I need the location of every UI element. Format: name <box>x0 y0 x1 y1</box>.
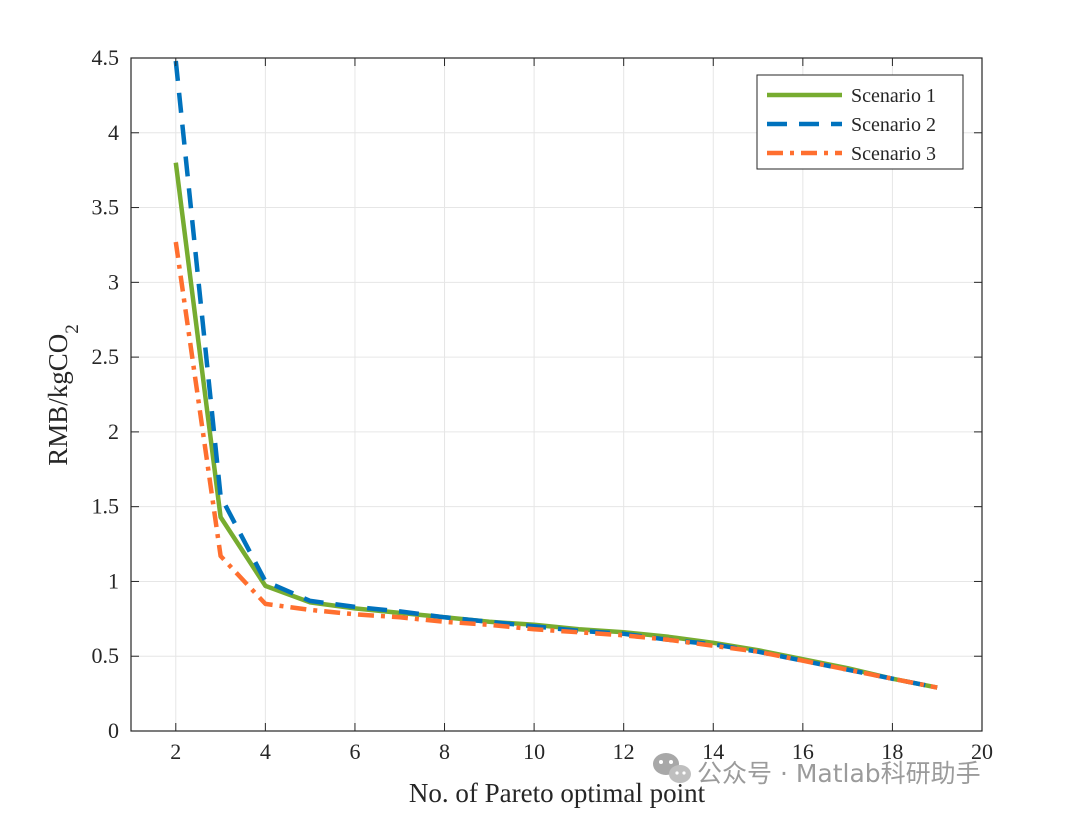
y-tick-label: 0.5 <box>92 643 120 668</box>
y-tick-label: 3 <box>108 269 119 294</box>
x-tick-label: 12 <box>613 739 635 764</box>
grid-lines <box>131 57 983 732</box>
y-tick-label: 4.5 <box>92 45 120 70</box>
x-tick-label: 14 <box>702 739 724 764</box>
y-tick-label: 3.5 <box>92 195 120 220</box>
x-tick-label: 2 <box>170 739 181 764</box>
y-tick-label: 4 <box>108 120 119 145</box>
x-tick-label: 6 <box>349 739 360 764</box>
x-tick-labels: 2 4 6 8 10 12 14 16 18 20 <box>170 739 993 764</box>
legend-items: Scenario 1 Scenario 2 Scenario 3 <box>767 85 936 165</box>
x-tick-label: 18 <box>881 739 903 764</box>
watermark-text: 公众号 · Matlab科研助手 <box>697 759 981 788</box>
y-axis-label-subscript: 2 <box>62 324 83 334</box>
x-tick-label: 8 <box>439 739 450 764</box>
y-tick-label: 0 <box>108 718 119 743</box>
x-tick-label: 20 <box>971 739 993 764</box>
legend-label-scenario-2: Scenario 2 <box>851 114 936 136</box>
x-axis-label: No. of Pareto optimal point <box>409 778 706 808</box>
plot-area <box>131 58 982 731</box>
series-line-scenario-3 <box>173 241 938 690</box>
axes-box <box>130 57 983 732</box>
y-tick-labels: 0 0.5 1 1.5 2 2.5 3 3.5 4 4.5 <box>92 45 120 743</box>
y-tick-label: 2.5 <box>92 344 120 369</box>
tick-marks <box>131 57 983 732</box>
y-tick-label: 1 <box>108 568 119 593</box>
y-axis-label-main: RMB/kgCO <box>43 334 73 466</box>
y-tick-label: 2 <box>108 419 119 444</box>
x-tick-label: 4 <box>260 739 271 764</box>
y-axis-label: RMB/kgCO2 <box>43 324 83 466</box>
watermark: 公众号 · Matlab科研助手 <box>653 753 981 788</box>
legend-label-scenario-3: Scenario 3 <box>851 143 936 165</box>
y-tick-label: 1.5 <box>92 494 120 519</box>
x-tick-label: 16 <box>792 739 814 764</box>
legend: Scenario 1 Scenario 2 Scenario 3 <box>756 74 964 170</box>
series-lines <box>173 60 938 690</box>
x-tick-label: 10 <box>523 739 545 764</box>
legend-label-scenario-1: Scenario 1 <box>851 85 936 107</box>
wechat-icon <box>653 753 691 783</box>
